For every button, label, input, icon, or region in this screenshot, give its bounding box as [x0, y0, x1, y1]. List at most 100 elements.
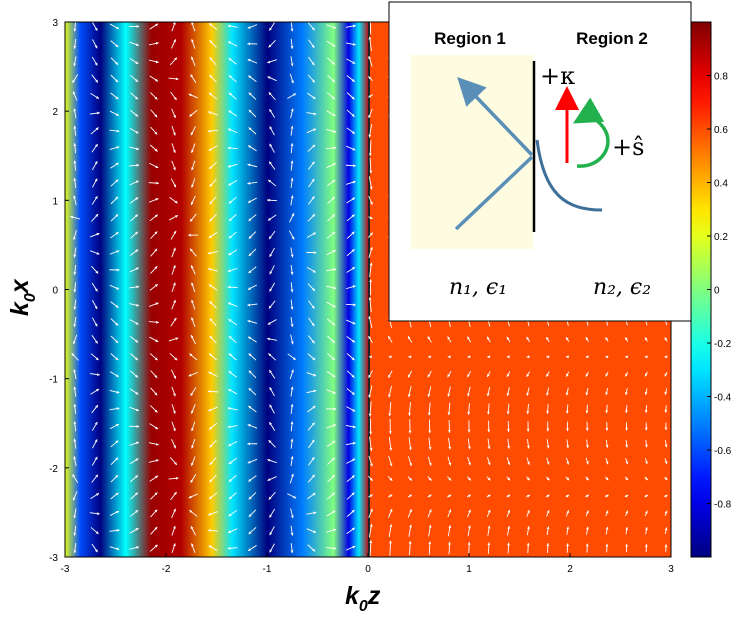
- field-arrow: [171, 125, 176, 136]
- field-arrow: [149, 144, 158, 152]
- field-arrow: [170, 369, 177, 379]
- field-arrow: [407, 508, 412, 518]
- field-arrow: [585, 387, 589, 396]
- field-arrow: [168, 214, 179, 221]
- field-arrow: [208, 92, 218, 100]
- field-arrow: [149, 475, 159, 482]
- field-arrow: [72, 474, 79, 484]
- field-arrow: [150, 265, 158, 274]
- field-arrow: [664, 494, 668, 498]
- field-arrow: [209, 300, 217, 309]
- field-arrow: [248, 231, 257, 239]
- field-arrow: [73, 230, 77, 241]
- field-arrow: [228, 110, 238, 117]
- field-arrow: [189, 353, 198, 361]
- field-arrow: [625, 510, 629, 517]
- field-arrow: [307, 353, 316, 361]
- field-arrow: [546, 421, 550, 432]
- y-tick-label: -1: [49, 375, 58, 386]
- field-arrow: [644, 405, 648, 413]
- field-arrow: [228, 492, 237, 500]
- field-arrow: [345, 164, 356, 168]
- field-arrow: [545, 494, 550, 498]
- field-arrow: [89, 250, 100, 255]
- field-arrow: [644, 476, 649, 481]
- field-arrow: [228, 92, 237, 100]
- field-arrow: [290, 299, 294, 310]
- field-arrow: [150, 126, 158, 135]
- field-arrow: [149, 353, 158, 361]
- field-arrow: [428, 541, 432, 555]
- field-arrow: [207, 251, 218, 255]
- field-arrow: [129, 58, 139, 65]
- field-arrow: [388, 355, 392, 359]
- field-arrow: [248, 475, 257, 482]
- field-arrow: [644, 371, 648, 377]
- field-arrow: [487, 525, 491, 536]
- field-arrow: [546, 404, 550, 414]
- field-arrow: [368, 232, 374, 238]
- field-arrow: [171, 264, 176, 275]
- field-arrow: [70, 215, 81, 220]
- field-arrow: [109, 389, 120, 394]
- field-arrow: [149, 214, 159, 222]
- field-arrow: [248, 75, 257, 82]
- field-arrow: [467, 386, 471, 397]
- field-arrow: [345, 424, 356, 429]
- field-arrow: [191, 143, 196, 154]
- field-arrow: [290, 334, 294, 345]
- field-arrow: [91, 56, 98, 66]
- field-arrow: [585, 457, 589, 465]
- field-arrow: [408, 541, 412, 556]
- field-arrow: [368, 335, 373, 344]
- field-arrow: [369, 418, 373, 435]
- field-arrow: [289, 369, 294, 380]
- field-arrow: [190, 126, 196, 136]
- field-arrow: [428, 437, 432, 450]
- field-arrow: [565, 355, 570, 359]
- field-arrow: [624, 337, 629, 342]
- field-arrow: [91, 335, 99, 344]
- field-arrow: [346, 109, 355, 118]
- field-arrow: [546, 457, 550, 465]
- field-arrow: [227, 425, 238, 429]
- field-arrow: [506, 476, 511, 481]
- field-arrow: [546, 387, 550, 396]
- y-tick-label: 2: [52, 107, 58, 118]
- y-axis-label-main: k: [6, 301, 34, 316]
- field-arrow: [664, 371, 668, 377]
- field-arrow: [308, 439, 315, 449]
- field-arrow: [289, 473, 294, 484]
- field-arrow: [326, 249, 336, 256]
- field-arrow: [368, 140, 372, 157]
- field-arrow: [605, 543, 609, 553]
- field-arrow: [248, 509, 257, 518]
- x-tick-label: -1: [263, 564, 272, 575]
- field-arrow: [129, 424, 140, 428]
- field-arrow: [73, 282, 77, 293]
- y-tick-label: -2: [49, 464, 58, 475]
- field-arrow: [368, 176, 373, 190]
- field-arrow: [664, 337, 668, 342]
- field-arrow: [346, 509, 355, 517]
- colorbar-ticks: -0.8 -0.6 -0.4 -0.2 0 0.2 0.4 0.6 0.8: [707, 72, 732, 511]
- field-arrow: [109, 284, 120, 290]
- evanescent-decay-curve: [535, 139, 603, 212]
- field-arrow: [466, 336, 472, 343]
- colorbar-tick-label: -0.2: [714, 339, 732, 350]
- n1-eps1-label: n₁, ϵ₁: [449, 275, 507, 300]
- field-arrow: [130, 509, 139, 517]
- field-arrow: [326, 129, 337, 133]
- field-arrow: [268, 39, 276, 48]
- field-arrow: [227, 285, 238, 289]
- field-arrow: [89, 111, 100, 115]
- field-arrow: [247, 163, 258, 168]
- field-arrow: [247, 336, 257, 343]
- field-arrow: [110, 74, 119, 83]
- field-arrow: [73, 108, 77, 119]
- field-arrow: [346, 266, 356, 273]
- field-arrow: [110, 57, 119, 66]
- x-axis-ticks: -3 -2 -1 0 1 2 3: [61, 553, 674, 575]
- field-arrow: [130, 370, 139, 378]
- field-arrow: [129, 406, 140, 412]
